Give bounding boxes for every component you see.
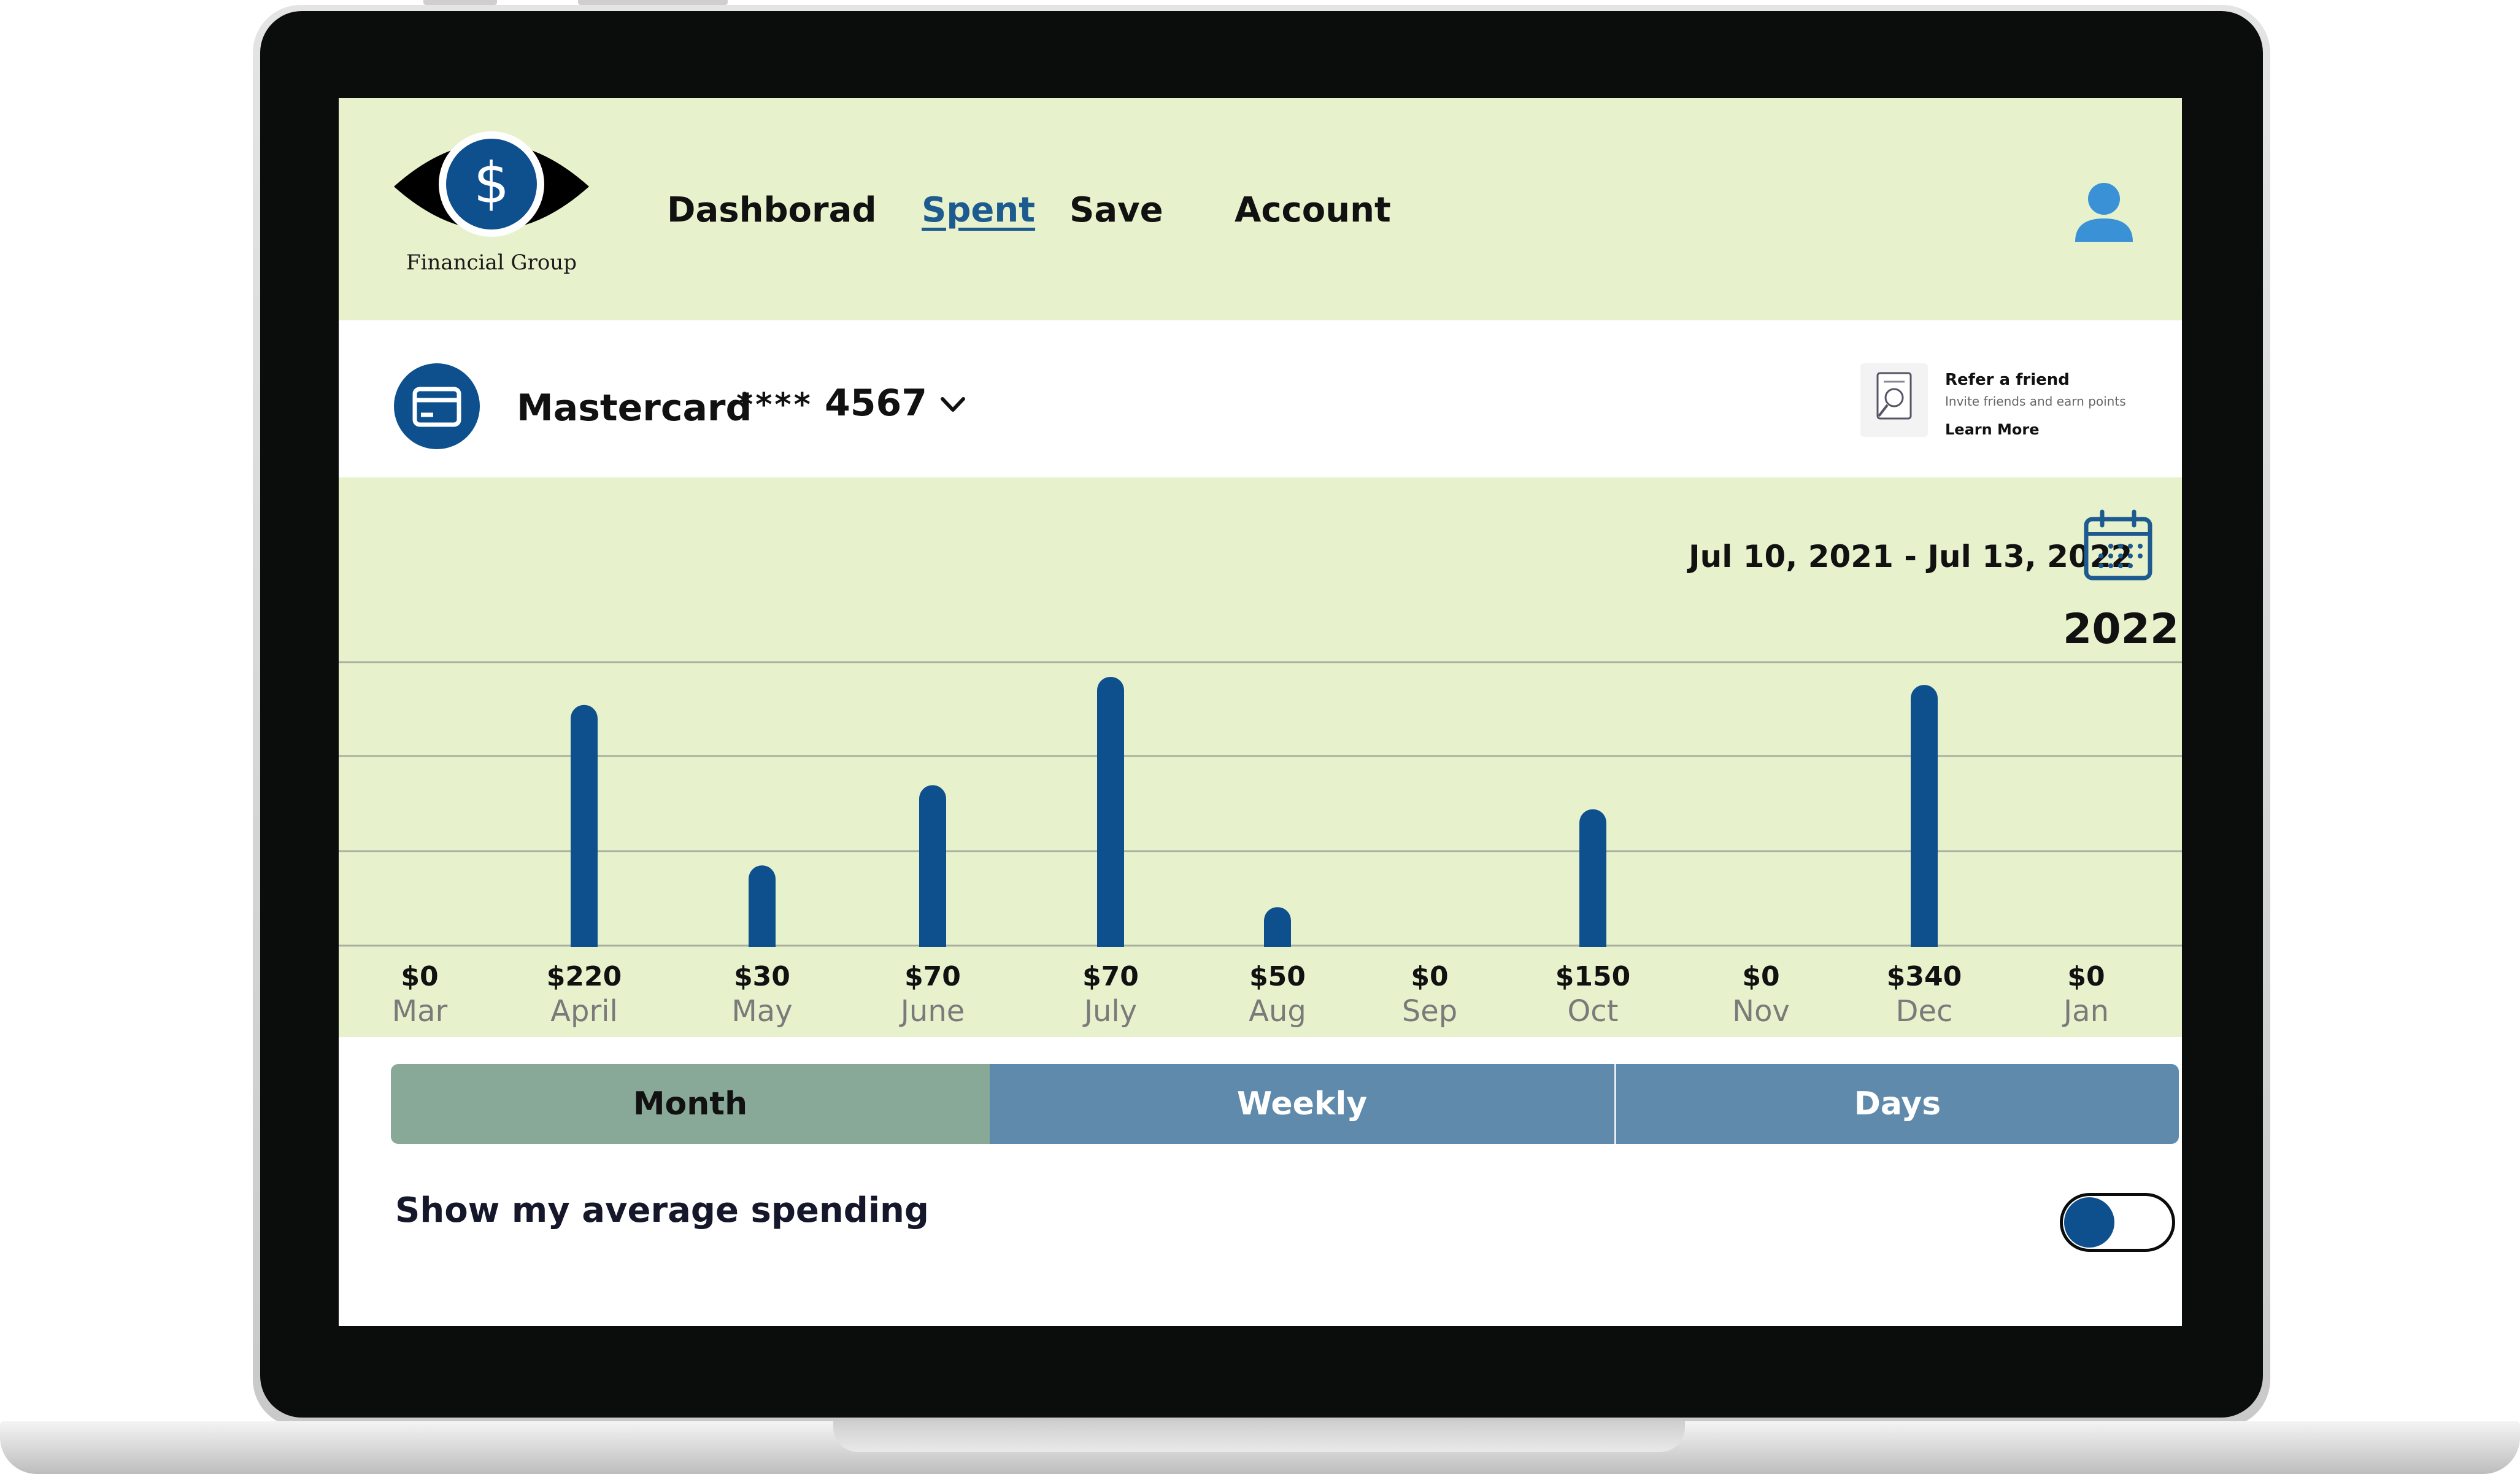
chart-bar-dec[interactable] <box>1911 685 1938 947</box>
tab-days[interactable]: Days <box>1616 1064 2179 1144</box>
x-tick-label: Aug <box>1249 994 1306 1028</box>
x-tick-label: Oct <box>1568 994 1619 1028</box>
chevron-down-icon[interactable] <box>938 393 968 417</box>
nav-item-account[interactable]: Account <box>1235 190 1391 230</box>
calendar-icon[interactable] <box>2081 508 2155 582</box>
nav-item-dashboard[interactable]: Dashborad <box>667 190 877 230</box>
card-last-four: 4567 <box>825 382 927 425</box>
bar-value-label: $0 <box>2067 961 2105 992</box>
card-selector: Mastercard **** 4567 Refer a friend Invi… <box>339 320 2182 477</box>
tab-month[interactable]: Month <box>391 1064 990 1144</box>
x-tick-label: June <box>899 994 965 1028</box>
average-spending-label: Show my average spending <box>395 1190 929 1230</box>
bar-value-label: $150 <box>1555 961 1630 992</box>
chart-bar-base-june <box>919 932 946 947</box>
app-screen: $ Financial Group Dashborad Spent Save A… <box>339 98 2182 1326</box>
view-tabs: Month Weekly Days <box>391 1064 2179 1144</box>
card-name[interactable]: Mastercard <box>517 387 752 430</box>
user-icon[interactable] <box>2070 178 2138 245</box>
bar-value-label: $0 <box>401 961 438 992</box>
x-tick-label: Sep <box>1402 994 1457 1028</box>
app-header: $ Financial Group Dashborad Spent Save A… <box>339 98 2182 320</box>
bar-value-label: $70 <box>1082 961 1139 992</box>
x-tick-label: Jan <box>2062 994 2109 1028</box>
chart-year: 2022 <box>2063 605 2179 654</box>
chart-bar-base-april <box>571 932 598 947</box>
tab-weekly[interactable]: Weekly <box>990 1064 1616 1144</box>
laptop-base-notch <box>833 1421 1685 1452</box>
spending-bar-chart: $0Mar$220April$30May$70June$70July$50Aug… <box>339 661 2182 1028</box>
referral-title: Refer a friend <box>1945 371 2070 389</box>
bar-value-label: $30 <box>734 961 790 992</box>
document-search-icon <box>1876 372 1912 420</box>
nav-item-spent[interactable]: Spent <box>922 190 1036 230</box>
spending-chart-area: Jul 10, 2021 - Jul 13, 2022 2022 $0 Mar $2… <box>339 477 2182 1037</box>
x-tick-label: April <box>550 994 618 1028</box>
card-number-mask: **** <box>736 387 813 423</box>
chart-bar-june[interactable] <box>919 785 946 947</box>
bar-value-label: $50 <box>1249 961 1306 992</box>
chart-bar-base-oct <box>1579 932 1606 947</box>
x-tick-label: Mar <box>392 994 448 1028</box>
nav-item-save[interactable]: Save <box>1069 190 1163 230</box>
referral-banner: Refer a friend Invite friends and earn p… <box>1860 357 2167 449</box>
credit-card-icon <box>394 363 480 449</box>
x-tick-label: May <box>731 994 792 1028</box>
x-tick-label: Nov <box>1732 994 1790 1028</box>
x-tick-label: Dec <box>1896 994 1953 1028</box>
referral-image <box>1860 363 1928 437</box>
bar-value-label: $220 <box>547 961 622 992</box>
eye-dollar-icon[interactable]: $ <box>390 130 593 253</box>
chart-bar-may[interactable] <box>749 865 776 947</box>
chart-bar-base-july <box>1097 932 1124 947</box>
chart-bar-base-dec <box>1911 932 1938 947</box>
learn-more-link[interactable]: Learn More <box>1945 421 2040 438</box>
bar-value-label: $0 <box>1411 961 1448 992</box>
bar-value-label: $340 <box>1887 961 1962 992</box>
bar-value-label: $0 <box>1742 961 1779 992</box>
average-spending-toggle[interactable] <box>2060 1193 2175 1252</box>
chart-bar-april[interactable] <box>571 704 598 947</box>
referral-subtitle: Invite friends and earn points <box>1945 394 2126 409</box>
chart-bar-july[interactable] <box>1097 676 1124 947</box>
toggle-knob <box>2064 1197 2114 1248</box>
x-tick-label: July <box>1082 994 1137 1028</box>
laptop-hinge-left <box>423 0 497 5</box>
chart-bar-base-may <box>749 932 776 947</box>
chart-bar-oct[interactable] <box>1579 809 1606 947</box>
laptop-hinge-right <box>578 0 728 5</box>
bar-value-label: $70 <box>904 961 961 992</box>
chart-bar-base-aug <box>1264 932 1291 947</box>
date-range[interactable]: Jul 10, 2021 - Jul 13, 2022 <box>1689 539 2133 574</box>
brand-caption: Financial Group <box>406 250 577 275</box>
logo-dollar-sign: $ <box>474 150 510 216</box>
